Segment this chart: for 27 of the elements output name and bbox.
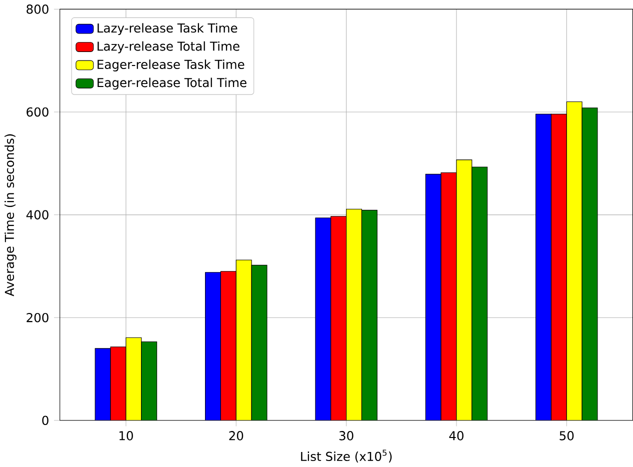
- bar: [330, 216, 347, 420]
- legend-label: Lazy-release Total Time: [98, 41, 240, 54]
- y-tick-label: 400: [26, 210, 48, 220]
- y-tick-label: 0: [42, 416, 48, 426]
- bar: [566, 101, 582, 420]
- bar: [440, 172, 457, 420]
- y-tick-label: 600: [26, 107, 48, 117]
- x-tick-label: 40: [449, 431, 464, 440]
- y-axis-title: Average Time (in seconds): [4, 134, 16, 296]
- legend-label: Eager-release Task Time: [98, 60, 244, 72]
- y-tick-label: 200: [26, 312, 48, 322]
- bar: [346, 208, 362, 420]
- bar: [110, 346, 126, 420]
- legend-label: Lazy-release Task Time: [98, 23, 238, 35]
- x-axis-title: List Size (x10$^{5}$): [301, 450, 392, 462]
- bar: [236, 260, 252, 420]
- bar: [126, 337, 142, 420]
- legend-label: Eager-release Total Time: [98, 78, 246, 90]
- y-tick-label: 800: [26, 4, 48, 14]
- bar: [456, 160, 472, 420]
- x-tick-label: 10: [120, 431, 133, 440]
- bar: [220, 271, 236, 420]
- x-tick-label: 50: [560, 431, 574, 440]
- x-tick-label: 30: [339, 431, 354, 440]
- x-tick-label: 20: [229, 431, 244, 440]
- bar: [550, 114, 567, 420]
- bar: [141, 341, 158, 420]
